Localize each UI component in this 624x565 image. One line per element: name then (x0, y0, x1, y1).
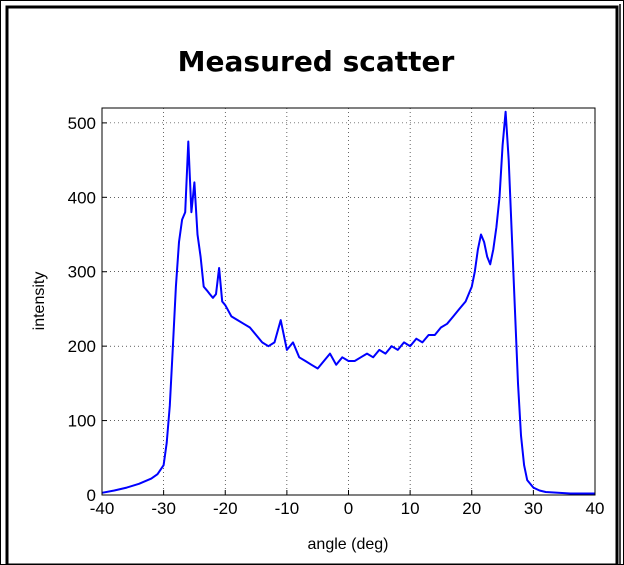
y-tick-label: 200 (68, 337, 96, 356)
x-tick-label: -20 (213, 499, 238, 518)
x-tick-label: -10 (275, 499, 300, 518)
series-line (101, 110, 595, 495)
y-axis-label: intensity (31, 272, 48, 331)
x-tick-label: 10 (401, 499, 420, 518)
y-tick-label: 300 (68, 263, 96, 282)
x-axis-ticks: -40 -30 -20 -10 0 10 20 30 40 (90, 490, 605, 518)
x-axis-label: angle (deg) (308, 536, 389, 553)
x-tick-label: 20 (462, 499, 481, 518)
x-tick-label: 30 (524, 499, 543, 518)
y-tick-label: 100 (68, 412, 96, 431)
y-tick-label: 500 (68, 114, 96, 133)
y-tick-label: 400 (68, 188, 96, 207)
x-tick-label: 0 (344, 499, 353, 518)
inner-frame (5, 5, 619, 565)
y-tick-label: 0 (87, 486, 96, 505)
x-tick-label: -30 (151, 499, 176, 518)
y-axis-ticks: 0 100 200 300 400 500 (68, 114, 107, 505)
x-tick-label: 40 (586, 499, 605, 518)
x-tick-label: -40 (90, 499, 115, 518)
chart-title: Measured scatter (178, 45, 455, 78)
grid (102, 108, 595, 495)
